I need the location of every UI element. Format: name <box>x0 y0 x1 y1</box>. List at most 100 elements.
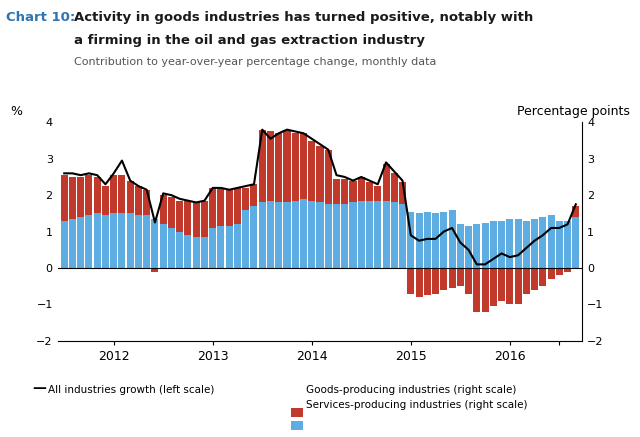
Bar <box>399 183 406 205</box>
Bar <box>135 186 142 215</box>
Bar <box>127 213 134 268</box>
Bar <box>556 221 563 268</box>
Text: Chart 10:: Chart 10: <box>6 11 76 24</box>
Bar <box>300 199 307 268</box>
Bar <box>218 188 225 226</box>
Bar <box>160 195 167 224</box>
Bar <box>333 205 340 268</box>
Bar <box>490 221 497 268</box>
Text: Percentage points: Percentage points <box>516 105 630 118</box>
Bar <box>69 177 76 219</box>
Bar <box>366 183 373 201</box>
Bar <box>349 180 356 202</box>
Text: %: % <box>10 105 22 118</box>
Bar <box>69 219 76 268</box>
Bar <box>250 206 257 268</box>
Bar <box>168 197 175 228</box>
Bar <box>226 226 233 268</box>
Bar <box>523 268 530 294</box>
Bar <box>564 268 571 272</box>
Bar <box>143 190 150 215</box>
Bar <box>184 235 191 268</box>
Bar <box>440 212 447 268</box>
Bar <box>292 201 299 268</box>
Text: a firming in the oil and gas extraction industry: a firming in the oil and gas extraction … <box>74 34 424 47</box>
Bar <box>548 268 554 279</box>
Bar <box>93 177 100 213</box>
Bar <box>415 268 422 297</box>
Bar <box>473 224 480 268</box>
Bar <box>440 268 447 290</box>
Bar <box>481 222 488 268</box>
Bar <box>77 217 84 268</box>
Bar <box>176 201 183 232</box>
Bar <box>259 202 266 268</box>
Bar <box>341 205 348 268</box>
Bar <box>556 268 563 275</box>
Bar <box>110 175 117 213</box>
Bar <box>292 133 299 201</box>
Bar <box>374 201 381 268</box>
Bar <box>572 217 579 268</box>
Bar <box>102 215 109 268</box>
Bar <box>399 205 406 268</box>
Bar <box>540 268 547 286</box>
Bar <box>242 188 249 210</box>
Bar <box>201 201 208 237</box>
Bar <box>300 133 307 199</box>
Bar <box>267 132 274 201</box>
Bar <box>515 268 522 305</box>
Bar <box>86 175 92 215</box>
Bar <box>349 202 356 268</box>
Bar <box>515 219 522 268</box>
Bar <box>234 224 241 268</box>
Bar <box>250 184 257 206</box>
Bar <box>93 213 100 268</box>
Bar <box>275 133 282 202</box>
Text: Goods-producing industries (right scale): Goods-producing industries (right scale) <box>306 385 516 395</box>
Bar <box>449 210 456 268</box>
Bar <box>333 179 340 205</box>
Bar <box>267 201 274 268</box>
Bar <box>523 221 530 268</box>
Bar <box>102 186 109 215</box>
Text: —: — <box>32 382 46 395</box>
Bar <box>201 237 208 268</box>
Bar <box>234 188 241 224</box>
Bar <box>118 175 125 213</box>
Bar <box>168 228 175 268</box>
Bar <box>317 146 323 202</box>
Bar <box>143 215 150 268</box>
Bar <box>324 149 332 205</box>
Text: Contribution to year-over-year percentage change, monthly data: Contribution to year-over-year percentag… <box>74 57 436 67</box>
Bar <box>424 268 431 295</box>
Bar <box>432 268 439 294</box>
Bar <box>226 190 233 226</box>
Bar <box>77 177 84 217</box>
Bar <box>457 224 464 268</box>
Bar <box>506 219 513 268</box>
Bar <box>540 217 547 268</box>
Bar <box>465 226 472 268</box>
Bar <box>358 201 365 268</box>
Bar <box>152 268 159 272</box>
Bar <box>564 221 571 268</box>
Bar <box>308 141 316 201</box>
Text: All industries growth (left scale): All industries growth (left scale) <box>48 385 214 395</box>
Bar <box>275 202 282 268</box>
Bar <box>135 215 142 268</box>
Bar <box>176 232 183 268</box>
Bar <box>383 201 390 268</box>
Bar <box>415 213 422 268</box>
Bar <box>284 202 291 268</box>
Bar <box>341 179 348 205</box>
Bar <box>209 188 216 228</box>
Bar <box>424 212 431 268</box>
Bar <box>432 213 439 268</box>
Bar <box>531 268 538 290</box>
Bar <box>61 175 68 221</box>
Bar <box>259 130 266 202</box>
Bar <box>498 221 505 268</box>
Bar <box>374 186 381 201</box>
Bar <box>449 268 456 288</box>
